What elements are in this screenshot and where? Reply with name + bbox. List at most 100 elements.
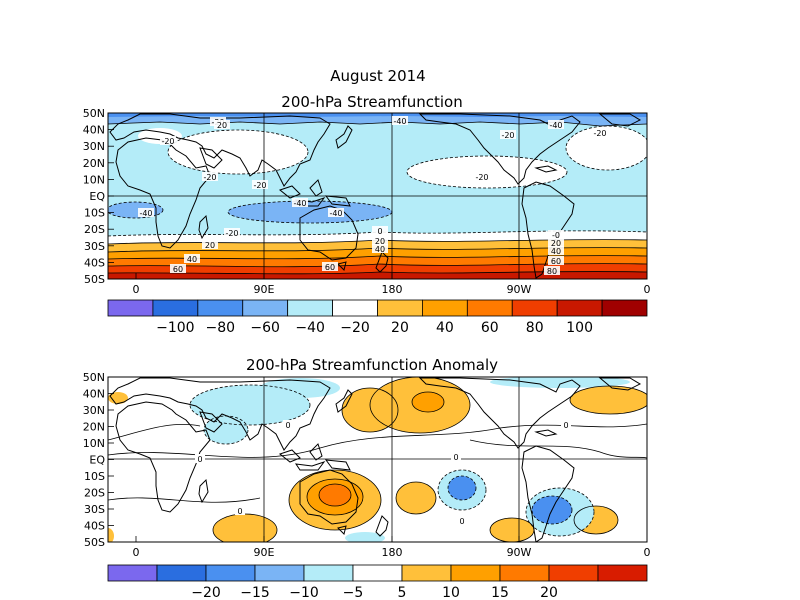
top-colorbar-label: 100 (566, 320, 593, 336)
bottom-contour-label: 0 (237, 507, 242, 516)
bottom-lat-label: 30S (84, 503, 105, 516)
bottom-colorbar-swatch (254, 564, 305, 582)
bottom-colorbar-label: 15 (491, 585, 509, 600)
top-lon-label: 90W (507, 283, 532, 296)
top-contour-label: 60 (325, 263, 335, 272)
top-colorbar-swatch (332, 299, 378, 317)
top-contour-label: 80 (547, 267, 557, 276)
bottom-colorbar-swatch (597, 564, 648, 582)
top-contour-label: 20 (205, 241, 215, 250)
top-lat-label: 50S (84, 273, 105, 286)
top-colorbar-label: 20 (391, 320, 409, 336)
bottom-colorbar-swatch (450, 564, 501, 582)
bottom-lon-label: 0 (133, 546, 140, 559)
top-lat-label: EQ (89, 190, 105, 203)
top-contour-label-bg (544, 266, 560, 275)
top-contour-label-bg (252, 180, 268, 189)
top-colorbar-swatch (422, 299, 468, 317)
top-colorbar-label: −20 (340, 320, 370, 336)
top-colorbar-swatch (242, 299, 289, 317)
top-contour-label: 20 (375, 237, 385, 246)
bottom-contour-label-bg (195, 454, 205, 463)
bottom-map: 0 0 0 0 0 0 (108, 377, 647, 542)
top-panel: 200-hPa Streamfunction (83, 93, 651, 296)
top-colorbar-swatch (287, 299, 333, 317)
top-contour-label: -20 (593, 129, 606, 138)
top-contour-label-bg (202, 172, 218, 181)
top-contour-label-bg (214, 120, 230, 129)
bottom-lat-label: EQ (89, 454, 105, 467)
top-contour-label-bg (548, 120, 564, 129)
bottom-contour-label: 0 (459, 517, 464, 526)
top-contour-label: -20 (203, 173, 216, 182)
bottom-colorbar-swatch (303, 564, 354, 582)
top-contour-label: 60 (173, 265, 183, 274)
top-contour-label-bg (170, 264, 186, 273)
bottom-lat-axis: 50N 40N 30N 20N 10N EQ 10S 20S 30S 40S 50S (83, 371, 114, 549)
top-contour-label: -20 (501, 131, 514, 140)
top-contour-label-bg (372, 244, 388, 253)
top-contour-label: -40 (393, 117, 406, 126)
top-contour-label: 0 (377, 227, 382, 236)
top-colorbar-label: 80 (526, 320, 544, 336)
top-lat-label: 30S (84, 240, 105, 253)
top-contour-label-bg (292, 198, 308, 207)
bottom-colorbar-label: 20 (540, 585, 558, 600)
top-contour-label: -20 (225, 229, 238, 238)
bottom-lat-label: 20N (83, 421, 105, 434)
bottom-colorbar-label: −15 (240, 585, 270, 600)
top-contour-label-bg (500, 130, 516, 139)
top-lat-label: 50N (83, 107, 105, 120)
top-colorbar-swatch (197, 299, 244, 317)
bottom-lon-axis: 0 90E 180 90W 0 (133, 536, 651, 559)
bottom-colorbar-swatch (499, 564, 550, 582)
top-contour-label: -0 (552, 231, 560, 240)
top-contour-label: 40 (187, 255, 197, 264)
top-contour-label: -20 (253, 181, 266, 190)
top-lat-label: 40S (84, 256, 105, 269)
bottom-colorbar-label: 5 (398, 585, 407, 600)
top-contour-label-bg (202, 240, 218, 249)
bottom-colorbar-swatch (352, 564, 403, 582)
bottom-colorbar-label: −5 (343, 585, 364, 600)
top-contour-label-bg (592, 128, 608, 137)
top-colorbar-swatch (466, 299, 513, 317)
top-colorbar-label: 60 (481, 320, 499, 336)
bottom-contour-label-bg (451, 452, 461, 461)
bottom-contour-label: 0 (453, 453, 458, 462)
bottom-colorbar-label: −20 (191, 585, 221, 600)
bottom-lon-label: 0 (644, 546, 651, 559)
bottom-contour-label: 0 (197, 455, 202, 464)
top-lat-label: 40N (83, 124, 105, 137)
top-contour-label: 40 (375, 245, 385, 254)
bottom-contour-label-bg (235, 506, 245, 515)
top-colorbar-swatch (556, 299, 603, 317)
top-lon-label: 90E (254, 283, 275, 296)
top-colorbar-label: −60 (250, 320, 280, 336)
top-panel-title: 200-hPa Streamfunction (281, 93, 462, 111)
top-contour-label: -40 (293, 199, 306, 208)
figure-title: August 2014 (330, 67, 425, 85)
bottom-contour-label: 0 (285, 421, 290, 430)
bottom-lat-label: 50N (83, 371, 105, 384)
bottom-contour-label-bg (457, 516, 467, 525)
bottom-lat-label: 10S (84, 470, 105, 483)
top-contour-label-bg (474, 172, 490, 181)
top-lon-label: 180 (382, 283, 403, 296)
top-colorbar-swatch (107, 299, 154, 317)
top-contour-label: -40 (549, 121, 562, 130)
top-contour-label: 20 (551, 239, 561, 248)
top-colorbar-labels: −100 −80 −60 −40 −20 20 40 60 80 100 (156, 320, 593, 336)
top-contour-label: -20 (161, 137, 174, 146)
bottom-lat-label: 40N (83, 388, 105, 401)
top-contour-label-bg (548, 238, 564, 247)
bottom-colorbar-swatch (548, 564, 599, 582)
top-contour-label-bg (392, 116, 408, 125)
top-colorbar-swatch (377, 299, 423, 317)
top-colorbar-label: 40 (436, 320, 454, 336)
top-lat-axis: 50N 40N 30N 20N 10N EQ 10S 20S 30S 40S 50S (83, 107, 114, 286)
top-lat-label: 10N (83, 173, 105, 186)
top-contour-label-bg (138, 208, 154, 217)
bottom-lat-label: 20S (84, 487, 105, 500)
top-lat-label: 30N (83, 140, 105, 153)
